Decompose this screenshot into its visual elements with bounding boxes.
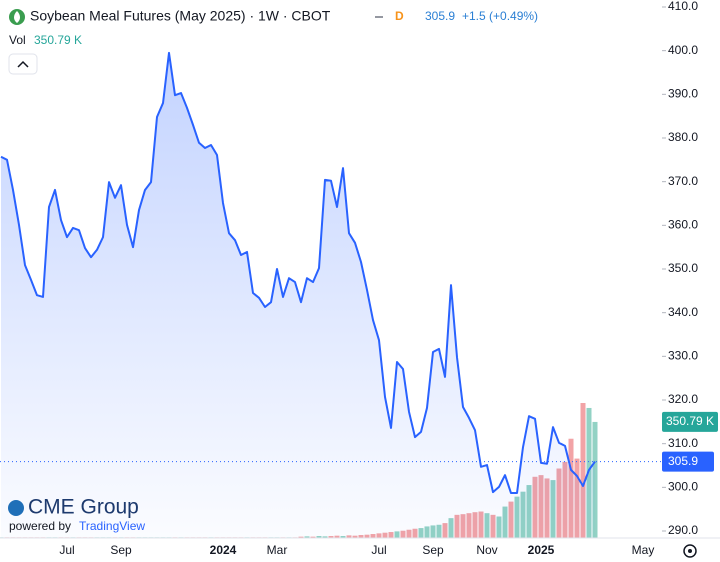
y-tick-label: 330.0 — [668, 349, 698, 363]
x-tick-label: Jul — [59, 543, 74, 557]
price-change: +1.5 (+0.49%) — [462, 9, 538, 23]
y-tick-label: 340.0 — [668, 305, 698, 319]
interval-badge: D — [395, 9, 404, 23]
x-tick-label: May — [632, 543, 655, 557]
x-tick-label: Jul — [371, 543, 386, 557]
brand: TradingView — [79, 519, 145, 533]
last-price-box — [662, 451, 714, 472]
y-tick-label: 300.0 — [668, 480, 698, 494]
y-tick-label: 410.0 — [668, 0, 698, 13]
volume-last: 350.79 K — [34, 33, 82, 47]
x-tick-label: 2024 — [210, 543, 237, 557]
last-price-label: 305.9 — [668, 454, 698, 468]
price-line — [0, 51, 596, 495]
plot-area — [0, 51, 598, 538]
y-tick-label: 290.0 — [668, 523, 698, 537]
symbol-icon-leaf — [14, 11, 20, 23]
x-tick-label: Sep — [422, 543, 444, 557]
volume-name: Vol — [9, 33, 26, 47]
volume-label-box — [662, 411, 718, 432]
y-tick-label: 320.0 — [668, 392, 698, 406]
x-tick-label: Nov — [476, 543, 497, 557]
last-price: 305.9 — [425, 9, 455, 23]
x-tick-label: 2025 — [528, 543, 555, 557]
x-tick-label: Mar — [267, 543, 288, 557]
settings-button[interactable] — [683, 544, 697, 558]
logo-icon — [8, 500, 24, 516]
y-tick-label: 370.0 — [668, 174, 698, 188]
y-tick-label: 360.0 — [668, 218, 698, 232]
x-tick-label: Sep — [110, 543, 132, 557]
collapse-button[interactable] — [8, 53, 38, 75]
y-tick-label: 380.0 — [668, 130, 698, 144]
y-tick-label: 390.0 — [668, 86, 698, 100]
y-tick-label: 350.0 — [668, 261, 698, 275]
settings-dot — [688, 549, 692, 553]
collapse-icon — [17, 60, 29, 68]
logo-text: CME Group — [28, 496, 139, 519]
chart-title: Soybean Meal Futures (May 2025) · 1W · C… — [30, 8, 331, 24]
y-tick-label: 400.0 — [668, 43, 698, 57]
powered-by: powered by — [9, 519, 71, 533]
volume-label: 350.79 K — [666, 414, 714, 428]
volume-bar — [580, 403, 586, 538]
y-tick-label: 310.0 — [668, 436, 698, 450]
